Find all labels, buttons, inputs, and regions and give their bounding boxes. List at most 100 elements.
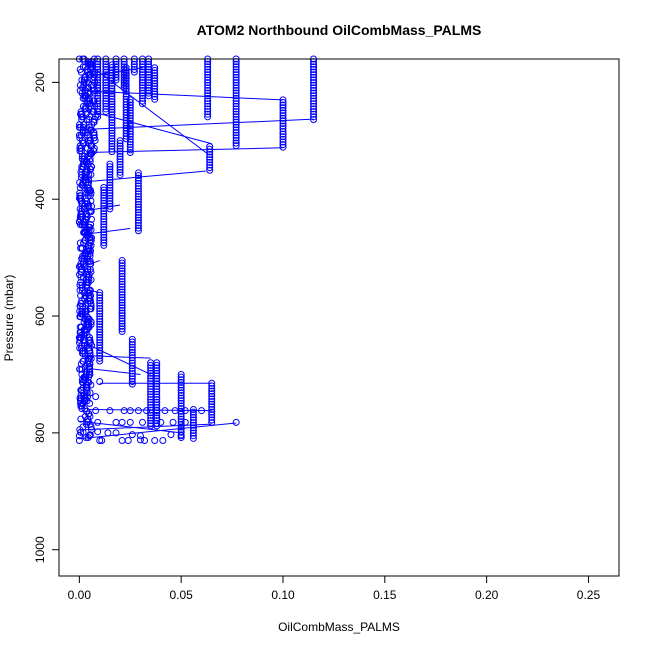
data-point bbox=[232, 97, 240, 105]
data-point bbox=[134, 219, 142, 227]
data-point bbox=[204, 100, 212, 108]
data-point bbox=[177, 391, 185, 399]
data-point bbox=[96, 325, 104, 333]
data-point bbox=[100, 233, 108, 241]
data-point bbox=[177, 378, 185, 386]
data-point bbox=[232, 60, 240, 68]
data-point bbox=[167, 431, 175, 439]
data-point bbox=[120, 79, 128, 87]
data-point bbox=[208, 413, 216, 421]
data-point bbox=[134, 214, 142, 222]
data-point bbox=[310, 71, 318, 79]
data-point bbox=[126, 117, 134, 125]
data-point bbox=[128, 343, 136, 351]
data-point bbox=[108, 142, 116, 150]
data-point bbox=[96, 299, 104, 307]
data-point bbox=[204, 87, 212, 95]
data-point bbox=[189, 427, 197, 435]
data-point bbox=[134, 169, 142, 177]
data-point bbox=[206, 166, 214, 174]
data-point bbox=[108, 79, 116, 87]
data-point bbox=[128, 364, 136, 372]
data-point bbox=[153, 372, 161, 380]
data-point bbox=[232, 94, 240, 102]
data-point bbox=[122, 87, 130, 95]
data-point bbox=[100, 205, 108, 213]
data-point bbox=[126, 418, 134, 426]
data-point bbox=[138, 97, 146, 105]
data-point bbox=[128, 338, 136, 346]
data-point bbox=[118, 312, 126, 320]
data-point bbox=[116, 166, 124, 174]
data-point bbox=[310, 79, 318, 87]
x-axis-label: OilCombMass_PALMS bbox=[278, 620, 400, 634]
data-point bbox=[120, 407, 128, 415]
data-point bbox=[87, 423, 95, 431]
data-point bbox=[96, 297, 104, 305]
data-point bbox=[126, 114, 134, 122]
data-point bbox=[134, 193, 142, 201]
series-line-segment bbox=[87, 170, 206, 183]
data-point bbox=[118, 320, 126, 328]
data-point bbox=[112, 418, 120, 426]
data-point bbox=[106, 160, 114, 168]
data-point bbox=[232, 139, 240, 147]
data-point bbox=[108, 108, 116, 116]
data-point bbox=[96, 318, 104, 326]
data-point bbox=[126, 146, 134, 154]
data-point bbox=[232, 81, 240, 89]
data-point bbox=[153, 380, 161, 388]
data-point bbox=[130, 60, 138, 68]
data-point bbox=[108, 63, 116, 71]
data-point bbox=[171, 407, 179, 415]
data-point bbox=[96, 294, 104, 302]
data-point bbox=[279, 104, 287, 112]
data-point bbox=[118, 304, 126, 312]
data-point bbox=[94, 76, 102, 84]
data-point bbox=[77, 415, 85, 423]
y-axis: 200 400 600 800 1000 bbox=[33, 72, 60, 563]
data-point bbox=[118, 436, 126, 444]
data-point bbox=[120, 63, 128, 71]
data-point bbox=[94, 105, 102, 113]
series-line-segment bbox=[79, 423, 212, 431]
x-tick-label: 0.00 bbox=[68, 588, 92, 602]
data-point bbox=[116, 142, 124, 150]
data-point bbox=[204, 108, 212, 116]
data-point bbox=[232, 134, 240, 142]
data-point bbox=[232, 129, 240, 137]
data-point bbox=[204, 73, 212, 81]
data-point bbox=[153, 398, 161, 406]
data-point bbox=[232, 68, 240, 76]
data-point bbox=[151, 82, 159, 90]
data-point bbox=[279, 99, 287, 107]
data-point bbox=[279, 135, 287, 143]
data-point bbox=[232, 418, 240, 426]
data-point bbox=[126, 122, 134, 130]
data-point bbox=[177, 373, 185, 381]
data-point bbox=[206, 156, 214, 164]
data-point bbox=[208, 390, 216, 398]
data-point bbox=[151, 87, 159, 95]
data-point bbox=[153, 419, 161, 427]
data-point bbox=[208, 398, 216, 406]
data-point bbox=[126, 109, 134, 117]
data-point bbox=[232, 92, 240, 100]
data-point bbox=[96, 302, 104, 310]
data-point bbox=[108, 121, 116, 129]
data-point bbox=[232, 108, 240, 116]
data-point bbox=[108, 137, 116, 145]
data-point bbox=[100, 210, 108, 218]
data-point bbox=[128, 380, 136, 388]
data-point bbox=[94, 63, 102, 71]
data-point bbox=[232, 102, 240, 110]
data-point bbox=[208, 395, 216, 403]
data-point bbox=[232, 79, 240, 87]
data-point bbox=[118, 306, 126, 314]
data-point bbox=[118, 325, 126, 333]
data-point bbox=[189, 421, 197, 429]
data-point bbox=[108, 66, 116, 74]
data-point bbox=[126, 141, 134, 149]
data-point bbox=[208, 403, 216, 411]
data-point bbox=[94, 66, 102, 74]
